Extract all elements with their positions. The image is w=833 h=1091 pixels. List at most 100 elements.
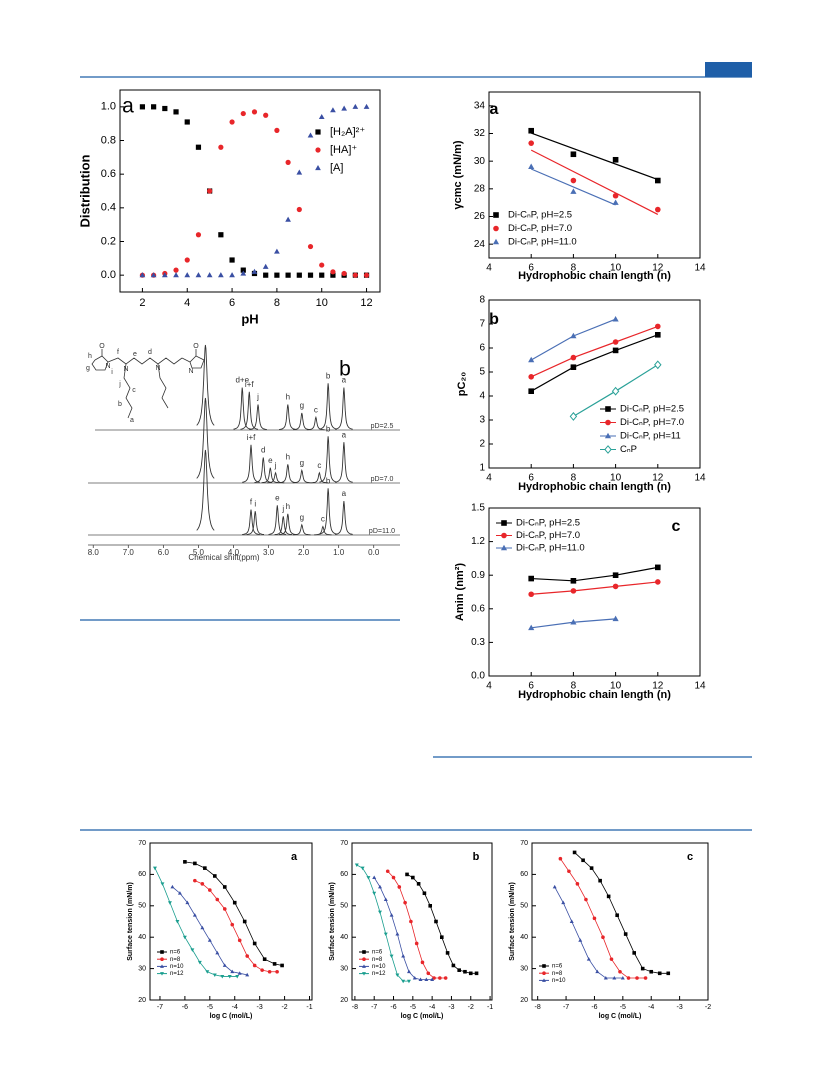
x-tick-label: 0.0	[368, 548, 380, 557]
marker	[612, 315, 619, 322]
y-axis-label: Amin (nm²)	[454, 563, 466, 621]
marker	[457, 968, 461, 972]
x-tick-label: -2	[468, 1004, 474, 1011]
peak-label: b	[326, 476, 331, 485]
x-tick-label: 2	[139, 297, 145, 309]
x-tick-label: 3.0	[263, 548, 275, 557]
y-tick-label: 24	[474, 239, 486, 250]
marker	[230, 969, 235, 974]
marker	[570, 354, 577, 361]
x-tick-label: -1	[306, 1004, 312, 1011]
x-tick-label: 2.0	[298, 548, 310, 557]
marker	[612, 572, 619, 578]
series-line	[356, 864, 409, 982]
spectrum-peak	[242, 444, 260, 483]
marker	[205, 970, 210, 974]
marker	[296, 169, 303, 175]
x-tick-label: 6	[528, 681, 534, 692]
panel-label: a	[291, 851, 298, 863]
marker	[251, 268, 258, 274]
marker	[274, 272, 280, 278]
marker	[405, 872, 409, 877]
marker	[315, 165, 321, 171]
x-tick-label: 4	[486, 681, 492, 692]
marker	[160, 964, 164, 968]
marker	[500, 544, 508, 551]
marker	[185, 900, 190, 905]
marker	[401, 953, 406, 958]
marker	[170, 884, 175, 889]
marker	[623, 932, 628, 936]
marker	[182, 935, 187, 940]
x-tick-label: 10	[610, 263, 622, 274]
trace-label: pD=2.5	[371, 423, 394, 430]
marker	[439, 935, 444, 939]
marker	[493, 212, 499, 218]
marker	[528, 575, 534, 582]
spectrum-peak	[254, 457, 272, 483]
marker	[603, 975, 608, 980]
series-line	[531, 566, 658, 582]
marker	[434, 919, 438, 924]
spectrum-peak	[319, 488, 338, 535]
marker	[492, 238, 500, 245]
marker	[173, 272, 179, 278]
marker	[561, 900, 566, 905]
marker	[570, 177, 577, 184]
marker	[416, 882, 421, 886]
marker	[272, 962, 277, 966]
marker	[319, 272, 325, 278]
marker	[206, 272, 213, 278]
series-line	[406, 874, 477, 974]
marker	[252, 963, 257, 968]
spectrum-peak	[293, 523, 311, 536]
x-tick-label: -1	[487, 1004, 493, 1011]
marker	[528, 388, 534, 394]
x-tick-label: 8	[571, 263, 577, 274]
trace-label: pD=7.0	[371, 476, 394, 483]
x-tick-label: 14	[694, 473, 706, 484]
structure-label: N	[123, 366, 128, 373]
marker	[655, 564, 661, 571]
structure-label: e	[133, 351, 137, 358]
legend-label: CₙP	[620, 444, 637, 455]
marker	[604, 445, 612, 454]
x-tick-label: -7	[563, 1004, 569, 1011]
marker	[200, 882, 205, 886]
marker	[160, 950, 164, 954]
marker	[589, 866, 594, 870]
legend-label: Di-CₙP, pH=2.5	[508, 210, 572, 221]
marker	[569, 919, 574, 923]
x-tick-label: 1.0	[333, 548, 345, 557]
marker	[598, 878, 602, 883]
y-tick-label: 50	[340, 903, 348, 910]
series-line	[574, 852, 669, 974]
y-tick-label: 6	[479, 343, 485, 354]
marker	[418, 977, 423, 982]
x-tick-label: 4	[184, 297, 190, 309]
x-tick-label: 8	[571, 681, 577, 692]
peak-label: g	[300, 401, 304, 410]
legend-label: [HA]⁺	[330, 144, 357, 156]
y-tick-label: 7	[479, 319, 485, 330]
marker	[319, 262, 325, 268]
marker	[468, 971, 473, 976]
spectrum-peak	[335, 442, 353, 483]
structure-label: f	[117, 349, 119, 356]
marker	[615, 913, 619, 918]
marker	[570, 332, 577, 339]
marker	[153, 866, 157, 871]
y-tick-label: 40	[340, 934, 348, 941]
marker	[222, 907, 227, 911]
x-tick-label: -6	[390, 1004, 396, 1011]
marker	[578, 938, 583, 942]
legend-label: Di-CₙP, pH=11	[620, 431, 681, 442]
y-axis-label: Surface tension (mN/m)	[509, 882, 516, 961]
marker	[160, 957, 164, 961]
marker	[227, 975, 232, 979]
y-tick-label: 32	[474, 128, 486, 139]
marker	[649, 969, 654, 974]
spectrum-peak	[292, 468, 311, 484]
y-tick-label: 0.9	[471, 570, 485, 581]
x-tick-label: -4	[232, 1004, 238, 1011]
